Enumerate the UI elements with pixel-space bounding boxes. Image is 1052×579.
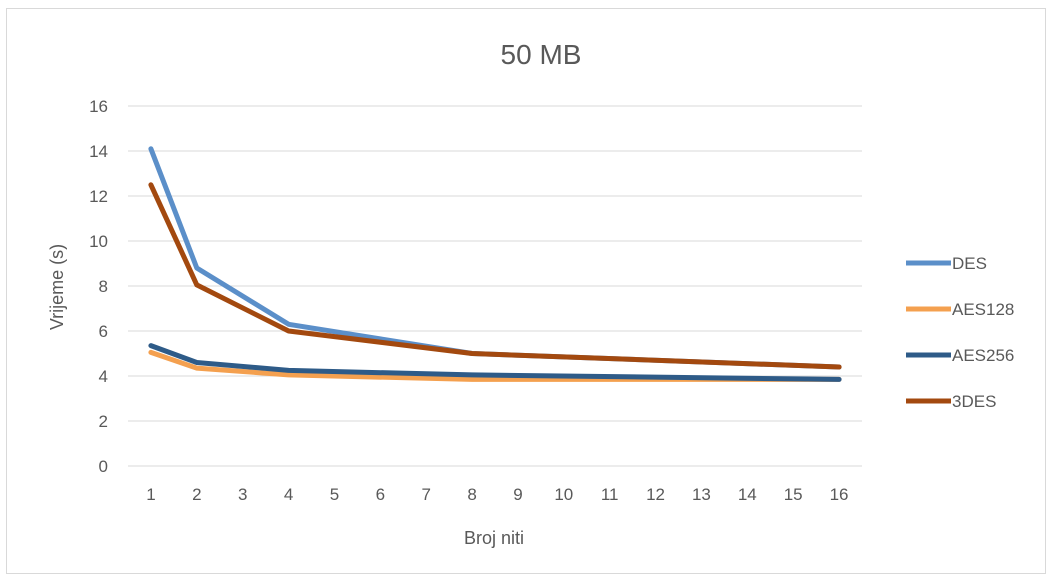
legend-item-3des: 3DES: [906, 392, 996, 411]
chart-frame: [6, 8, 1046, 574]
y-tick-labels: 0 2 4 6 8 10 12 14 16: [89, 97, 108, 476]
y-tick-label: 14: [89, 142, 108, 161]
x-tick-label: 3: [238, 485, 247, 504]
x-tick-label: 13: [692, 485, 711, 504]
x-tick-label: 10: [554, 485, 573, 504]
series-line-aes128: [148, 349, 842, 382]
x-tick-label: 1: [146, 485, 155, 504]
series-line-aes256: [148, 343, 842, 382]
x-tick-label: 7: [421, 485, 430, 504]
y-tick-label: 10: [89, 232, 108, 251]
x-tick-label: 6: [376, 485, 385, 504]
y-tick-label: 2: [99, 412, 108, 431]
y-tick-label: 8: [99, 277, 108, 296]
legend-label: 3DES: [952, 392, 996, 411]
gridlines: [128, 105, 862, 467]
legend-label: DES: [952, 254, 987, 273]
x-tick-label: 9: [513, 485, 522, 504]
legend-item-aes128: AES128: [906, 300, 1014, 319]
legend: DES AES128 AES256 3DES: [906, 254, 1014, 411]
y-axis-title: Vrijeme (s): [47, 244, 67, 330]
x-tick-label: 11: [601, 485, 619, 504]
x-tick-label: 5: [330, 485, 339, 504]
series-line-3des: [148, 182, 842, 370]
x-tick-label: 16: [830, 485, 849, 504]
y-tick-label: 0: [99, 457, 108, 476]
x-tick-label: 4: [284, 485, 293, 504]
y-tick-label: 12: [89, 187, 108, 206]
legend-label: AES256: [952, 346, 1014, 365]
x-tick-label: 15: [784, 485, 803, 504]
series-line-des: [148, 146, 842, 370]
x-axis-title: Broj niti: [464, 528, 524, 548]
legend-item-aes256: AES256: [906, 346, 1014, 365]
x-tick-labels: 1 2 3 4 5 6 7 8 9 10 11 12 13 14 15 16: [146, 485, 848, 504]
legend-label: AES128: [952, 300, 1014, 319]
y-tick-label: 4: [99, 367, 108, 386]
legend-item-des: DES: [906, 254, 987, 273]
chart-title: 50 MB: [501, 39, 582, 70]
y-tick-label: 16: [89, 97, 108, 116]
series-lines: [148, 146, 842, 382]
x-tick-label: 2: [192, 485, 201, 504]
x-tick-label: 14: [738, 485, 757, 504]
y-tick-label: 6: [99, 322, 108, 341]
x-tick-label: 12: [646, 485, 665, 504]
x-tick-label: 8: [467, 485, 476, 504]
